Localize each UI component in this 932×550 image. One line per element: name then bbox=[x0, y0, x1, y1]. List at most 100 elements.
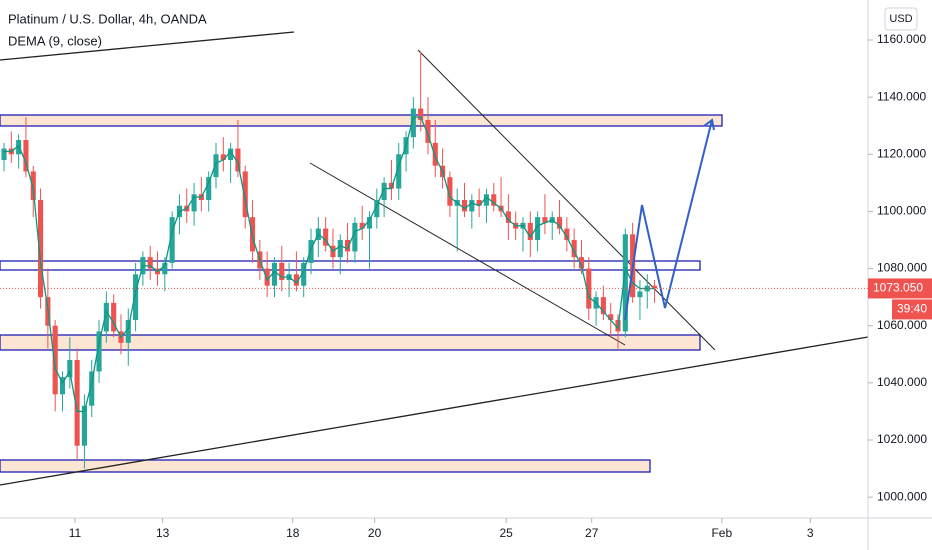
candle-body bbox=[30, 171, 36, 200]
candle-body bbox=[235, 148, 241, 172]
y-tick-label: 1140.000 bbox=[877, 89, 926, 103]
candle-body bbox=[74, 360, 80, 446]
currency: USD bbox=[889, 13, 912, 25]
y-tick-label: 1040.000 bbox=[877, 375, 927, 389]
candle-body bbox=[556, 217, 563, 229]
candle-body bbox=[206, 177, 212, 200]
candle-body bbox=[213, 154, 219, 178]
candle-body bbox=[191, 194, 197, 212]
x-tick-label: 18 bbox=[286, 526, 300, 540]
candle-body bbox=[527, 222, 533, 240]
candle-body bbox=[564, 228, 570, 240]
candle-body bbox=[622, 234, 628, 332]
candle-body bbox=[352, 222, 358, 252]
x-tick-label: 3 bbox=[807, 526, 814, 540]
trend-line bbox=[417, 49, 716, 351]
currency-box[interactable] bbox=[884, 7, 918, 31]
chart-title: Platinum / U.S. Dollar, 4h, OANDA bbox=[8, 11, 207, 26]
candle-body bbox=[81, 405, 87, 446]
countdown: 39:40 bbox=[897, 302, 927, 316]
last-price-label: 1073.050 bbox=[873, 281, 923, 295]
x-tick-label: 13 bbox=[156, 526, 170, 540]
candle-body bbox=[637, 291, 643, 298]
candle-body bbox=[133, 274, 139, 320]
candle-body bbox=[469, 200, 475, 212]
last-price-box bbox=[868, 278, 932, 299]
trend-line bbox=[309, 162, 626, 346]
y-tick-label: 1000.000 bbox=[877, 489, 927, 503]
dema-line bbox=[4, 116, 655, 413]
trend-line bbox=[0, 31, 295, 61]
candle-body bbox=[359, 222, 365, 229]
candle-body bbox=[125, 320, 131, 343]
zone bbox=[0, 114, 723, 127]
candle-body bbox=[220, 154, 226, 160]
y-tick-label: 1020.000 bbox=[877, 432, 927, 446]
candle-body bbox=[432, 142, 438, 166]
x-tick-label: Feb bbox=[711, 526, 732, 540]
trend-line bbox=[0, 336, 869, 486]
y-tick-label: 1120.000 bbox=[877, 146, 926, 160]
candle-body bbox=[279, 262, 285, 280]
projection-arrow bbox=[703, 118, 715, 131]
candle-body bbox=[38, 200, 44, 298]
candle-body bbox=[337, 240, 343, 258]
candle-body bbox=[535, 217, 541, 240]
candle-body bbox=[228, 148, 234, 160]
y-tick-label: 1160.000 bbox=[877, 32, 926, 46]
candle-body bbox=[600, 297, 606, 315]
zone bbox=[0, 459, 651, 473]
candle-body bbox=[323, 228, 329, 246]
candle-body bbox=[418, 108, 424, 120]
candle-body bbox=[578, 257, 585, 269]
candle-body bbox=[571, 240, 577, 258]
candle-body bbox=[476, 200, 482, 206]
candle-body bbox=[308, 240, 314, 263]
candle-body bbox=[59, 377, 66, 395]
candle-body bbox=[483, 194, 490, 206]
x-tick-label: 25 bbox=[500, 526, 514, 540]
x-tick-label: 27 bbox=[585, 526, 599, 540]
candle-body bbox=[147, 257, 153, 269]
candle-body bbox=[264, 268, 270, 286]
candle-body bbox=[388, 182, 394, 189]
candle-body bbox=[447, 177, 453, 206]
candle-body bbox=[652, 285, 658, 289]
indicator-label: DEMA (9, close) bbox=[8, 33, 102, 48]
candle-body bbox=[23, 140, 29, 172]
candle-body bbox=[103, 302, 109, 332]
x-tick-label: 20 bbox=[368, 526, 382, 540]
candle-body bbox=[425, 120, 431, 143]
zone bbox=[0, 334, 701, 351]
candle-body bbox=[374, 200, 380, 218]
projection bbox=[624, 119, 713, 321]
candle-body bbox=[491, 194, 497, 206]
zone bbox=[0, 260, 701, 271]
candle-body bbox=[271, 262, 278, 286]
candle-body bbox=[542, 217, 548, 223]
y-tick-label: 1080.000 bbox=[877, 261, 927, 275]
candle-body bbox=[301, 262, 307, 286]
x-tick-label: 11 bbox=[69, 526, 82, 540]
candle-body bbox=[111, 302, 117, 332]
candle-body bbox=[366, 217, 373, 229]
countdown-box bbox=[892, 299, 932, 320]
candle-body bbox=[396, 154, 402, 189]
candle-body bbox=[89, 371, 95, 406]
candle-body bbox=[162, 262, 168, 275]
y-tick-label: 1100.000 bbox=[877, 204, 926, 218]
candle-body bbox=[461, 200, 468, 212]
candle-body bbox=[505, 211, 511, 223]
candle-body bbox=[169, 217, 175, 263]
candle-body bbox=[1, 148, 7, 160]
candle-body bbox=[96, 331, 102, 372]
plot bbox=[1, 51, 715, 469]
candle-body bbox=[242, 171, 248, 218]
y-tick-label: 1060.000 bbox=[877, 318, 927, 332]
candle-body bbox=[67, 360, 73, 378]
candle-body bbox=[381, 182, 387, 200]
candle-body bbox=[52, 325, 58, 395]
candle-body bbox=[293, 274, 299, 286]
candle-body bbox=[608, 314, 614, 320]
